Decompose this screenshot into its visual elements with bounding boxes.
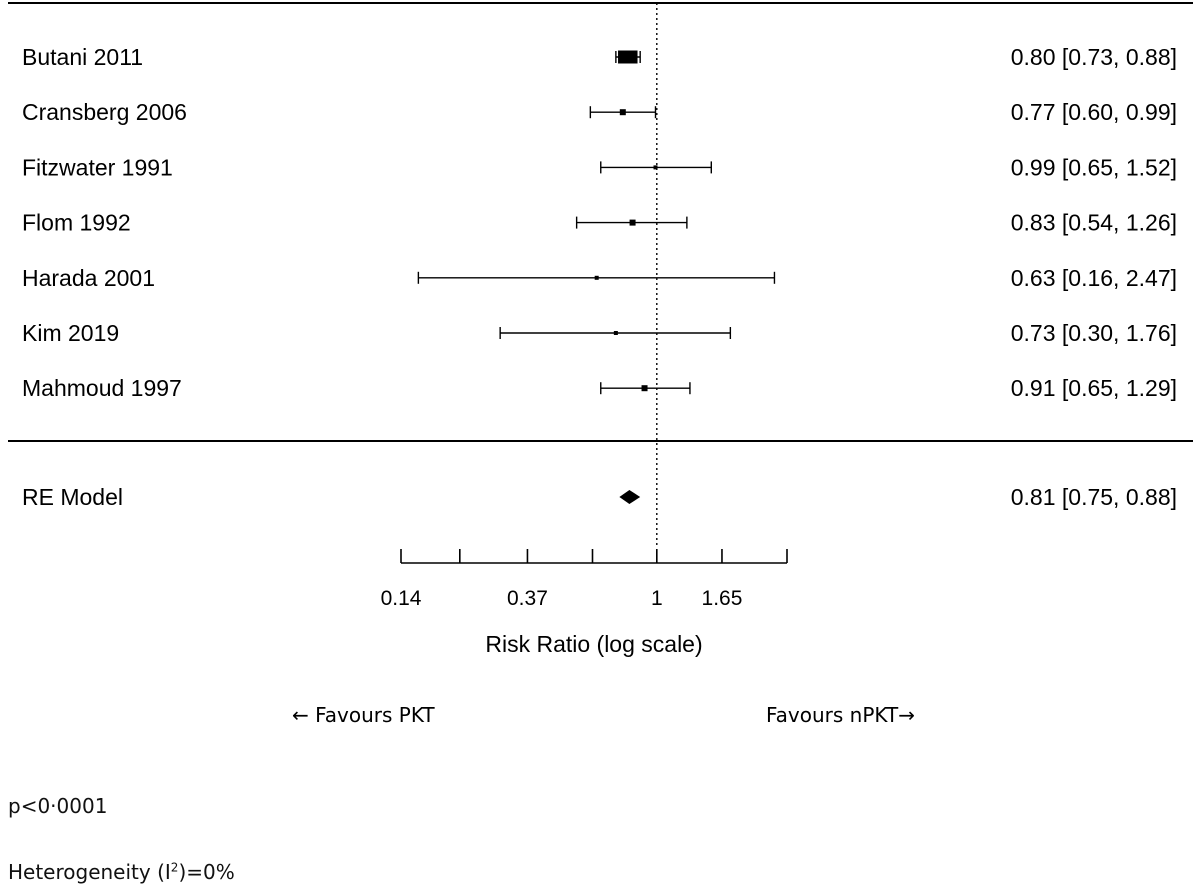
point-estimate-marker <box>629 219 636 226</box>
study-label: Fitzwater 1991 <box>22 154 173 180</box>
study-label: Flom 1992 <box>22 210 131 236</box>
ci-text: 0.83 [0.54, 1.26] <box>1011 210 1177 236</box>
point-estimate-marker <box>653 165 658 170</box>
study-row: Butani 2011 0.80 [0.73, 0.88] <box>22 44 1177 70</box>
study-row: Flom 1992 0.83 [0.54, 1.26] <box>22 210 1177 236</box>
study-label: Harada 2001 <box>22 265 155 291</box>
summary-ci-text: 0.81 [0.75, 0.88] <box>1011 484 1177 510</box>
study-label: Mahmoud 1997 <box>22 375 182 401</box>
x-tick-label: 0.37 <box>507 587 548 610</box>
heterogeneity-superscript: 2 <box>170 860 179 875</box>
study-row: Mahmoud 1997 0.91 [0.65, 1.29] <box>22 375 1177 401</box>
study-label: Butani 2011 <box>22 44 143 70</box>
heterogeneity-prefix: Heterogeneity (I <box>8 860 171 884</box>
study-label: Kim 2019 <box>22 320 119 346</box>
study-row: Cransberg 2006 0.77 [0.60, 0.99] <box>22 99 1177 125</box>
ci-text: 0.63 [0.16, 2.47] <box>1011 265 1177 291</box>
ci-text: 0.73 [0.30, 1.76] <box>1011 320 1177 346</box>
x-tick-label: 0.14 <box>381 587 422 610</box>
p-value-note: p<0·0001 <box>8 794 108 818</box>
point-estimate-marker <box>641 385 648 392</box>
point-estimate-marker <box>618 50 638 64</box>
ci-text: 0.99 [0.65, 1.52] <box>1011 154 1177 180</box>
ci-text: 0.77 [0.60, 0.99] <box>1011 99 1177 125</box>
x-tick-label: 1 <box>651 587 663 610</box>
summary-label: RE Model <box>22 484 123 510</box>
favours-right-label: Favours nPKT→ <box>766 703 915 727</box>
ci-text: 0.80 [0.73, 0.88] <box>1011 44 1177 70</box>
x-tick-label: 1.65 <box>702 587 743 610</box>
point-estimate-marker <box>613 331 618 335</box>
x-axis-label: Risk Ratio (log scale) <box>485 631 702 657</box>
favours-left-label: ← Favours PKT <box>292 703 435 727</box>
heterogeneity-suffix: )=0% <box>178 860 235 884</box>
point-estimate-marker <box>619 109 626 116</box>
study-rows: Butani 2011 0.80 [0.73, 0.88] Cransberg 20… <box>22 44 1177 401</box>
study-row: Kim 2019 0.73 [0.30, 1.76] <box>22 320 1177 346</box>
study-row: Harada 2001 0.63 [0.16, 2.47] <box>22 265 1177 291</box>
point-estimate-marker <box>594 275 599 280</box>
heterogeneity-note: Heterogeneity (I2)=0% <box>8 860 235 884</box>
ci-text: 0.91 [0.65, 1.29] <box>1011 375 1177 401</box>
study-label: Cransberg 2006 <box>22 99 187 125</box>
summary-row: RE Model 0.81 [0.75, 0.88] <box>22 484 1177 510</box>
summary-diamond <box>619 490 641 504</box>
study-row: Fitzwater 1991 0.99 [0.65, 1.52] <box>22 154 1177 180</box>
x-axis: 0.14 0.37 1 1.65 <box>381 549 788 610</box>
